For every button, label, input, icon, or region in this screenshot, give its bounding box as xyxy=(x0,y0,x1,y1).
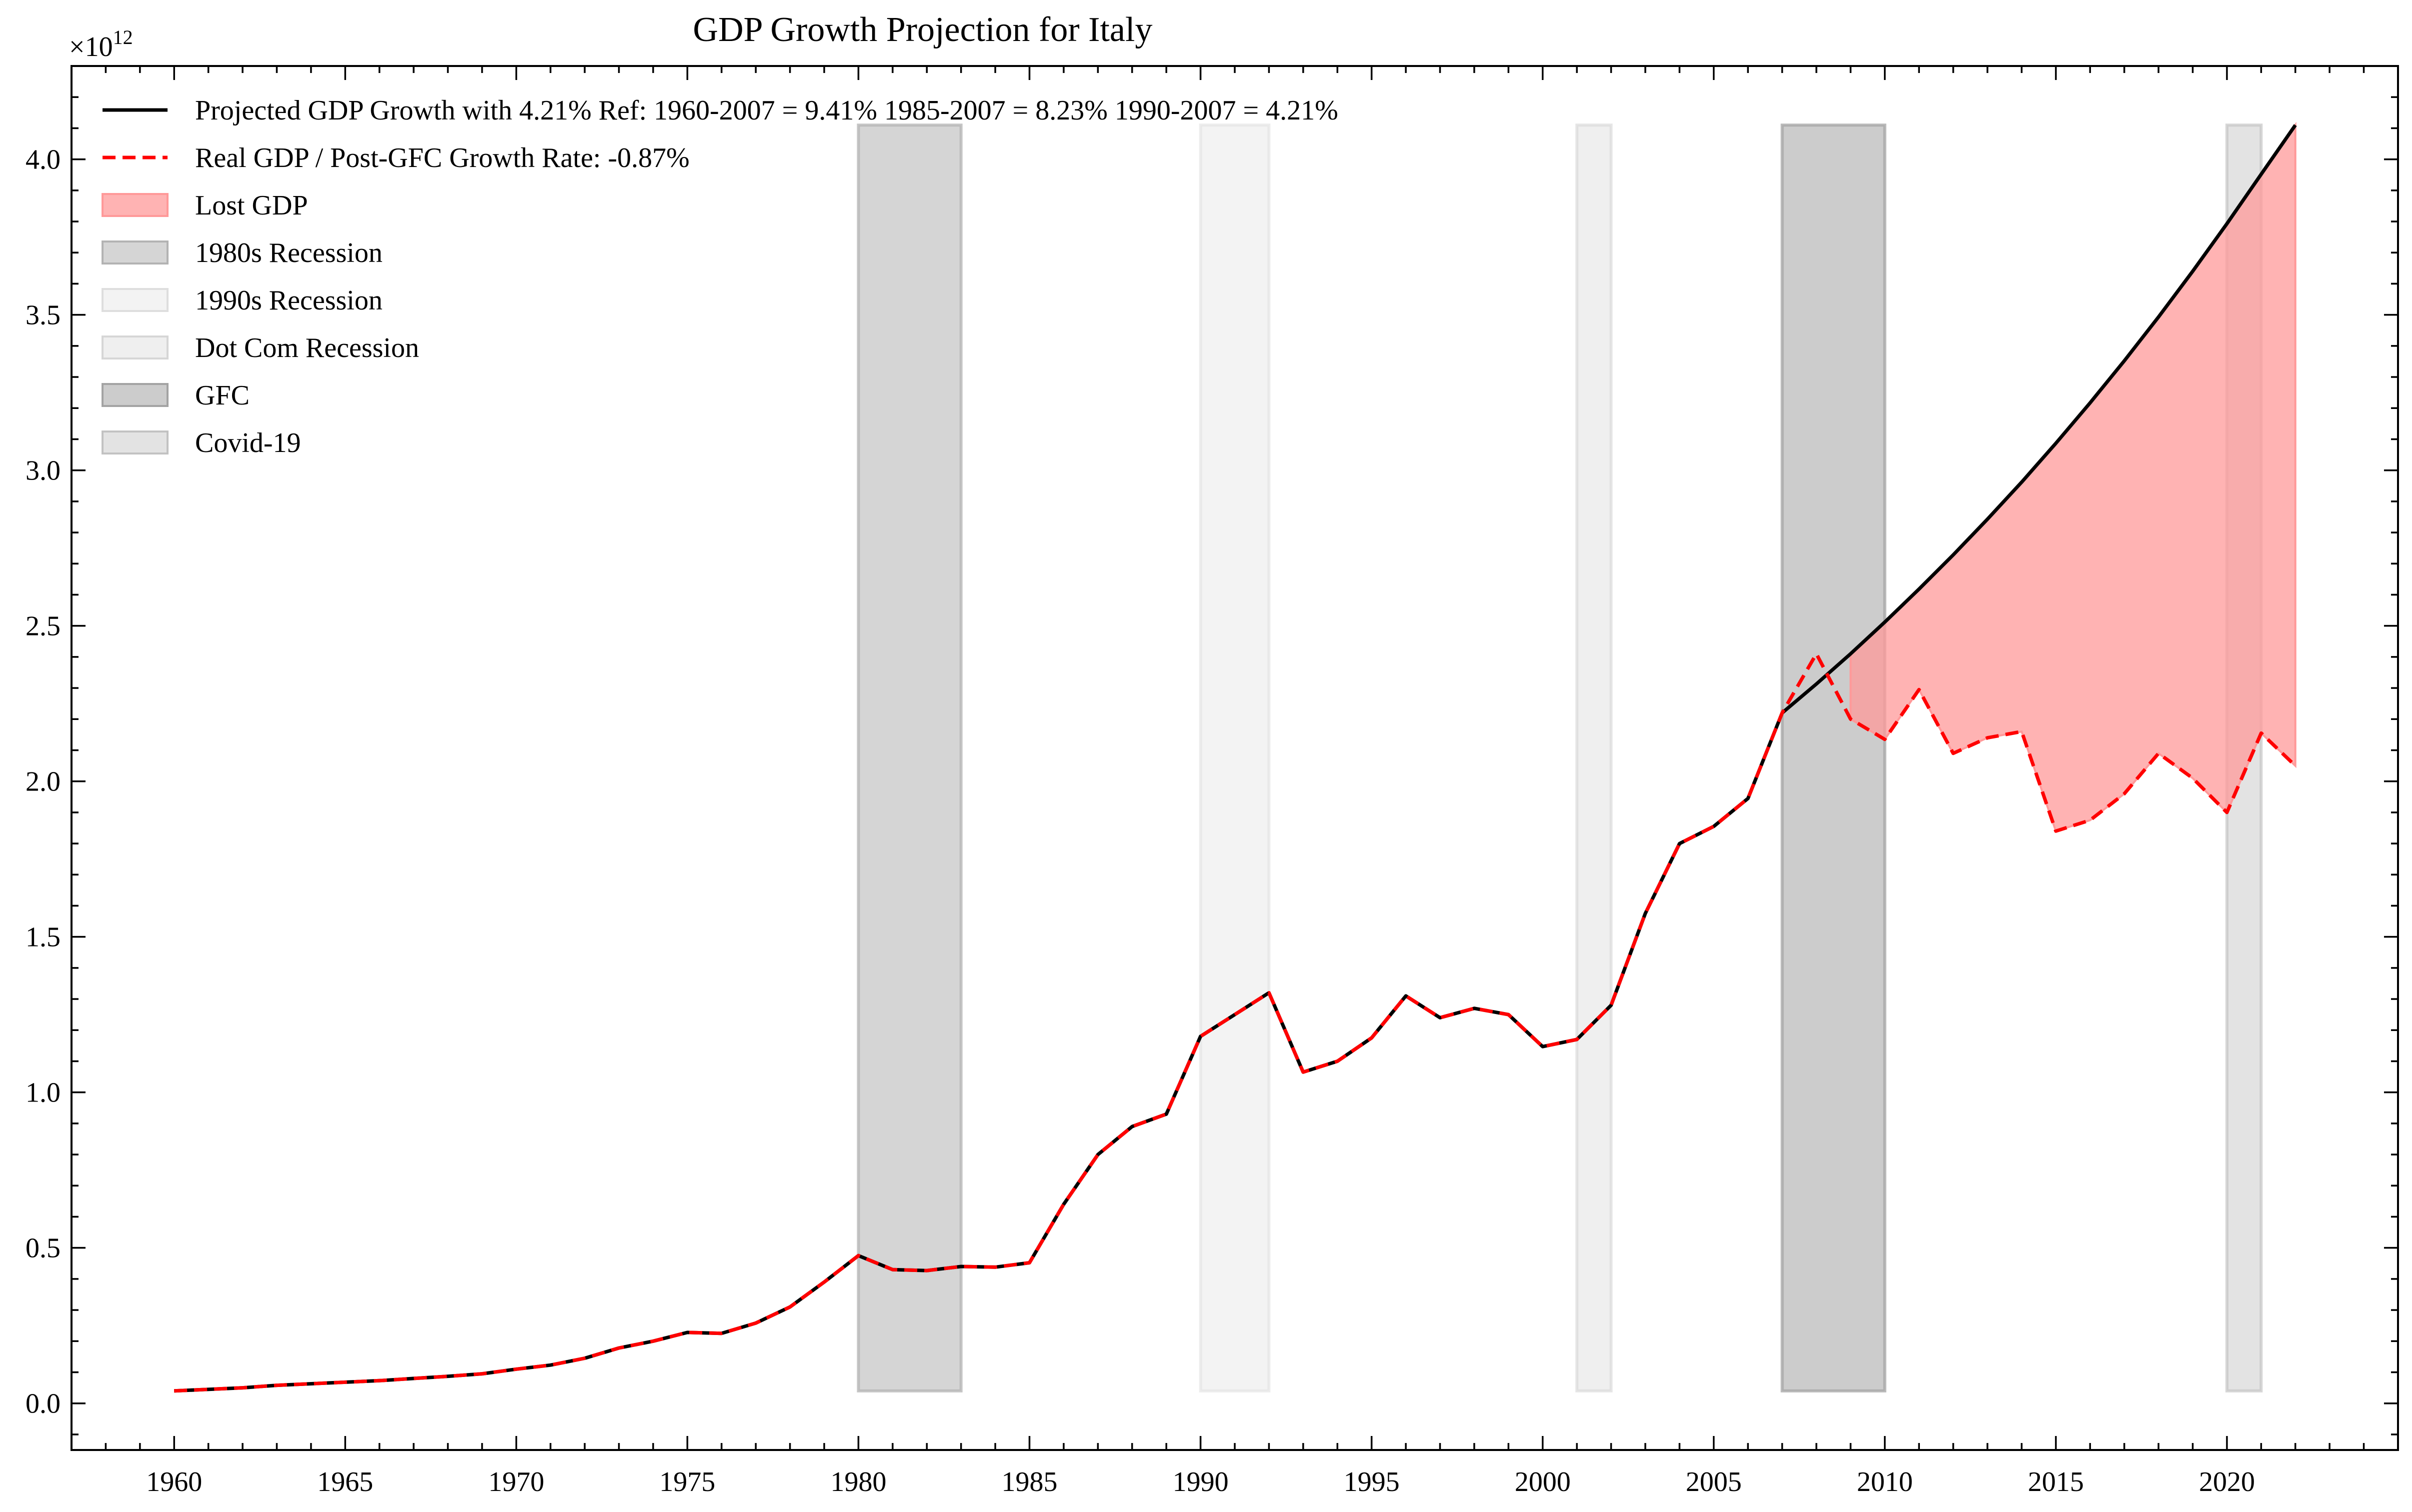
legend-label: Covid-19 xyxy=(195,428,301,458)
y-tick-label: 1.5 xyxy=(26,922,61,953)
recession-band-4 xyxy=(1780,124,1886,1392)
legend-label: GFC xyxy=(195,380,250,411)
x-tick-label: 1970 xyxy=(488,1466,544,1498)
chart-title: GDP Growth Projection for Italy xyxy=(693,10,1153,49)
recession-band-2 xyxy=(1199,124,1271,1392)
y-tick-label: 0.5 xyxy=(26,1233,61,1264)
y-tick-label: 2.0 xyxy=(26,766,61,798)
y-tick-label: 3.0 xyxy=(26,456,61,486)
axes: 1960 1965 1970 1975 1980 1985 1990 1995 2000 2005… xyxy=(26,26,2399,1498)
series-line-projected xyxy=(174,124,2297,1393)
x-tick-label: 1965 xyxy=(317,1466,373,1498)
legend-label: Lost GDP xyxy=(195,190,308,221)
legend-label: 1980s Recession xyxy=(195,238,383,268)
y-tick-label: 2.5 xyxy=(26,611,61,642)
x-tick-label: 1960 xyxy=(146,1466,202,1498)
x-tick-label: 2000 xyxy=(1515,1466,1571,1498)
x-tick-label: 1975 xyxy=(659,1466,715,1498)
y-tick-label: 0.0 xyxy=(26,1388,61,1420)
x-tick-label: 2015 xyxy=(2028,1466,2084,1498)
legend-label: Dot Com Recession xyxy=(195,332,419,364)
legend-patch-handle xyxy=(102,240,169,264)
x-tick-label: 2010 xyxy=(1857,1466,1913,1498)
y-tick-label: 3.5 xyxy=(26,300,61,331)
legend-label: Projected GDP Growth with 4.21% Ref: 196… xyxy=(195,95,1338,126)
plot-area xyxy=(174,122,2297,1393)
y-tick-label: 4.0 xyxy=(26,144,61,176)
recession-band-1 xyxy=(857,124,963,1392)
legend: Projected GDP Growth with 4.21% Ref: 196… xyxy=(102,95,1338,458)
legend-label: Real GDP / Post-GFC Growth Rate: -0.87% xyxy=(195,142,690,174)
legend-patch-handle xyxy=(102,430,169,454)
legend-patch-handle xyxy=(102,336,169,360)
legend-patch-handle xyxy=(102,193,169,217)
recession-band-3 xyxy=(1575,124,1613,1392)
y-multiplier-exponent: 12 xyxy=(113,26,133,48)
x-tick-label: 1995 xyxy=(1344,1466,1400,1498)
legend-patch-handle xyxy=(102,288,169,312)
y-tick-label: 1.0 xyxy=(26,1078,61,1108)
x-tick-label: 2005 xyxy=(1686,1466,1742,1498)
x-tick-label: 2020 xyxy=(2199,1466,2255,1498)
legend-label: 1990s Recession xyxy=(195,285,383,316)
legend-patch-handle xyxy=(102,383,169,407)
x-tick-label: 1980 xyxy=(830,1466,886,1498)
x-tick-label: 1985 xyxy=(1002,1466,1058,1498)
x-tick-label: 1990 xyxy=(1173,1466,1229,1498)
